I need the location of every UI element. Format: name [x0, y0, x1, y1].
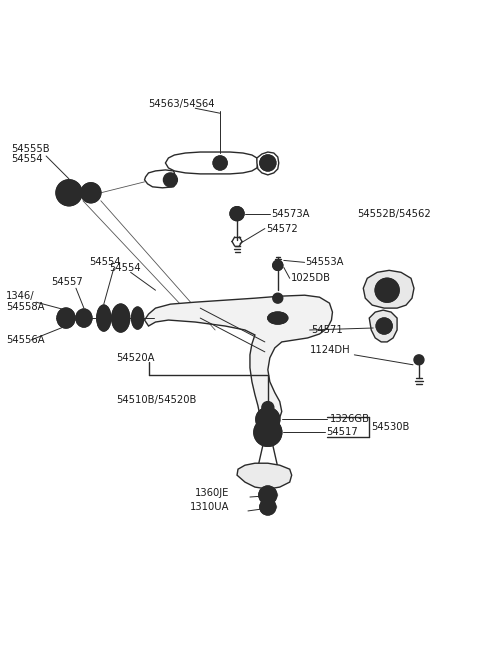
Circle shape — [260, 411, 276, 428]
Text: 54558A: 54558A — [6, 302, 45, 312]
Circle shape — [65, 189, 73, 196]
Circle shape — [264, 159, 272, 167]
Text: 54573A: 54573A — [271, 209, 309, 219]
Circle shape — [61, 185, 77, 201]
Polygon shape — [369, 310, 397, 342]
Circle shape — [259, 424, 277, 442]
Text: 54571: 54571 — [312, 325, 343, 335]
Polygon shape — [144, 170, 175, 188]
Circle shape — [264, 503, 272, 511]
Circle shape — [233, 210, 241, 217]
Text: 54554: 54554 — [109, 263, 140, 273]
Text: 54554: 54554 — [89, 258, 120, 267]
Ellipse shape — [134, 311, 141, 325]
Text: 1310UA: 1310UA — [190, 502, 230, 512]
Circle shape — [254, 419, 282, 446]
Circle shape — [265, 405, 271, 411]
Circle shape — [230, 207, 244, 221]
Circle shape — [275, 262, 281, 268]
Text: 54556A: 54556A — [6, 335, 45, 345]
Circle shape — [375, 279, 399, 302]
Text: 54517: 54517 — [326, 428, 358, 438]
Text: 54557: 54557 — [51, 277, 83, 287]
Ellipse shape — [112, 304, 130, 332]
Circle shape — [273, 293, 283, 303]
Ellipse shape — [61, 312, 71, 324]
Circle shape — [376, 318, 392, 334]
Polygon shape — [237, 463, 292, 489]
Polygon shape — [363, 270, 414, 308]
Circle shape — [262, 401, 274, 413]
Circle shape — [56, 180, 82, 206]
Circle shape — [216, 159, 224, 167]
Ellipse shape — [76, 309, 92, 327]
Circle shape — [164, 173, 178, 187]
Circle shape — [213, 156, 227, 170]
Circle shape — [264, 415, 272, 424]
Text: 54554: 54554 — [12, 154, 43, 164]
Circle shape — [81, 183, 101, 203]
Text: 54510B/54520B: 54510B/54520B — [116, 395, 196, 405]
Circle shape — [273, 260, 283, 270]
Circle shape — [380, 322, 388, 330]
Ellipse shape — [268, 312, 288, 324]
Circle shape — [88, 190, 94, 196]
Text: 1124DH: 1124DH — [310, 345, 350, 355]
Text: 54572: 54572 — [266, 223, 298, 234]
Ellipse shape — [63, 315, 69, 321]
Ellipse shape — [79, 313, 88, 323]
Polygon shape — [144, 295, 333, 422]
Circle shape — [259, 486, 277, 504]
Text: 1326GB: 1326GB — [329, 415, 370, 424]
Circle shape — [260, 155, 276, 171]
Text: 54555B: 54555B — [12, 144, 50, 154]
Text: 1346/: 1346/ — [6, 291, 35, 301]
Ellipse shape — [132, 307, 144, 329]
Circle shape — [380, 283, 394, 297]
Polygon shape — [257, 152, 279, 175]
Ellipse shape — [97, 305, 111, 331]
Text: 54563/54S64: 54563/54S64 — [148, 99, 215, 109]
Circle shape — [263, 490, 273, 500]
Circle shape — [85, 187, 97, 199]
Text: 1360JE: 1360JE — [195, 488, 229, 498]
Ellipse shape — [100, 309, 108, 327]
Circle shape — [256, 407, 280, 432]
Circle shape — [264, 428, 272, 436]
Ellipse shape — [116, 308, 126, 328]
Circle shape — [260, 499, 276, 515]
Text: 1025DB: 1025DB — [291, 273, 331, 283]
Polygon shape — [166, 152, 258, 174]
Text: 54520A: 54520A — [116, 353, 154, 363]
Text: 54530B: 54530B — [371, 422, 409, 432]
Text: 54552B/54562: 54552B/54562 — [357, 209, 431, 219]
Circle shape — [414, 355, 424, 365]
Ellipse shape — [57, 308, 75, 328]
Text: 54553A: 54553A — [306, 258, 344, 267]
